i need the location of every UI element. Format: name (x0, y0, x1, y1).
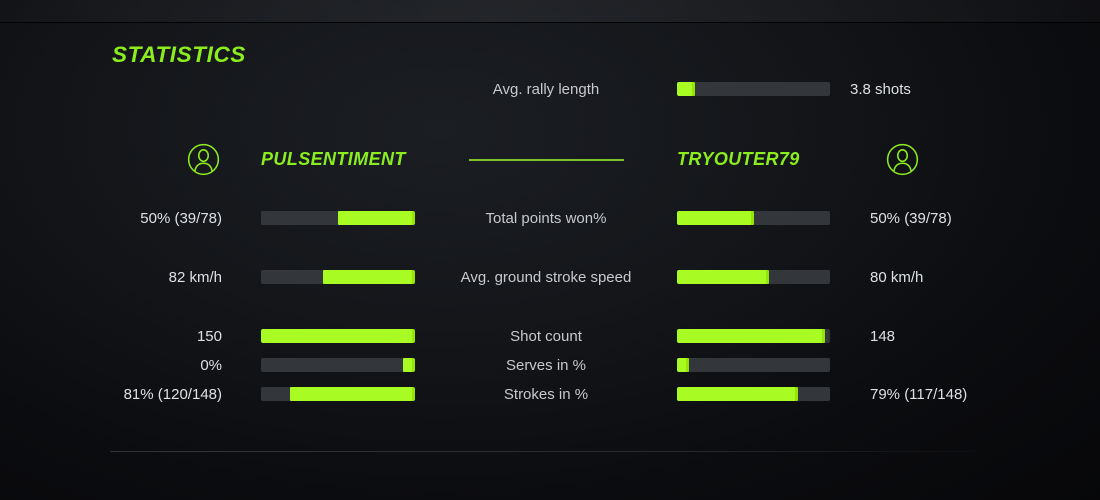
left-player-bar (261, 387, 415, 401)
rally-length-bar (677, 82, 830, 96)
bar-track (677, 358, 830, 372)
stat-label: Strokes in % (503, 385, 589, 403)
right-player-bar (677, 387, 830, 401)
stat-row-total-points: 50% (39/78) Total points won% 50% (39/78… (0, 207, 1100, 229)
left-player-name: PULSENTIMENT (261, 149, 406, 169)
user-icon (187, 143, 220, 176)
bar-fill (322, 270, 415, 284)
rally-length-label: Avg. rally length (492, 80, 600, 98)
bar-track (677, 82, 830, 96)
bar-track (261, 270, 415, 284)
bar-track (261, 329, 415, 343)
left-player-bar (261, 329, 415, 343)
bar-track (261, 387, 415, 401)
bar-fill (677, 387, 798, 401)
right-player-bar (677, 211, 830, 225)
bar-track (261, 211, 415, 225)
right-player-name: TRYOUTER79 (677, 149, 800, 169)
bar-fill (677, 358, 690, 372)
bar-track (261, 358, 415, 372)
user-icon (886, 143, 919, 176)
stat-label: Shot count (510, 327, 582, 345)
bar-fill (677, 270, 769, 284)
stat-row-shot-count: 150 Shot count 148 (0, 325, 1100, 347)
bar-fill (261, 329, 415, 343)
rally-length-value: 3.8 shots (850, 80, 911, 98)
stat-row-strokes-in: 81% (120/148) Strokes in % 79% (117/148) (0, 383, 1100, 405)
bar-fill (677, 82, 696, 96)
right-player-avatar (870, 143, 1100, 176)
stat-row-serves-in: 0% Serves in % (0, 354, 1100, 376)
bar-fill (290, 387, 415, 401)
right-player-bar (677, 358, 830, 372)
left-player-value: 150 (196, 327, 222, 345)
bar-track (677, 270, 830, 284)
right-player-value: 148 (870, 327, 896, 345)
left-player-value: 82 km/h (168, 268, 222, 286)
right-player-value: 79% (117/148) (870, 385, 968, 403)
left-player-value: 50% (39/78) (140, 209, 222, 227)
stat-label: Total points won% (485, 209, 607, 227)
left-player-value: 0% (200, 356, 222, 374)
right-player-value: 80 km/h (870, 268, 924, 286)
players-divider (415, 158, 677, 161)
right-player-bar (677, 270, 830, 284)
stat-row-stroke-speed: 82 km/h Avg. ground stroke speed 80 km/h (0, 266, 1100, 288)
bar-fill (402, 358, 415, 372)
bar-track (677, 387, 830, 401)
left-player-bar (261, 358, 415, 372)
right-player-bar (677, 329, 830, 343)
rally-length-row: Avg. rally length 3.8 shots (0, 78, 1100, 100)
players-row: PULSENTIMENT TRYOUTER79 (0, 143, 1100, 176)
players-divider-line (468, 158, 624, 161)
top-header-band (0, 0, 1100, 23)
bottom-divider (110, 451, 978, 452)
stat-label: Avg. ground stroke speed (460, 268, 632, 286)
bar-fill (677, 329, 826, 343)
right-player-value: 50% (39/78) (870, 209, 952, 227)
left-player-bar (261, 211, 415, 225)
bar-track (677, 329, 830, 343)
page-title: STATISTICS (112, 42, 246, 67)
bar-fill (677, 211, 754, 225)
bar-track (677, 211, 830, 225)
stat-label: Serves in % (505, 356, 587, 374)
left-player-avatar (0, 143, 222, 176)
bar-fill (338, 211, 415, 225)
left-player-bar (261, 270, 415, 284)
left-player-value: 81% (120/148) (123, 385, 222, 403)
